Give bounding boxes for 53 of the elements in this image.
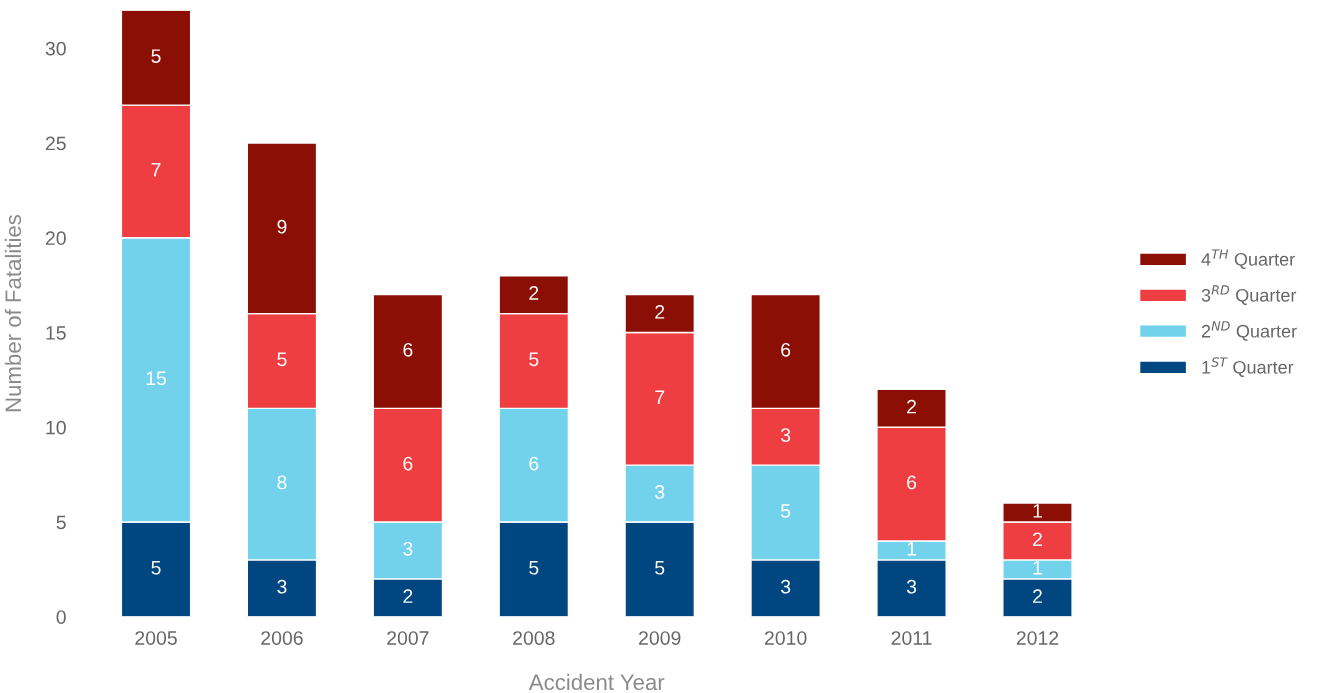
data-label: 2 [403,589,413,603]
data-label: 1 [1033,504,1042,518]
data-label: 2 [655,305,665,319]
data-label: 2 [907,399,916,414]
data-label: 5 [151,561,161,575]
data-label: 1 [1033,561,1042,575]
y-tick-label: 0 [56,610,66,625]
data-label: 6 [907,475,917,490]
data-label: 7 [655,390,665,404]
y-tick-label: 30 [45,41,66,56]
data-label: 3 [277,579,287,594]
x-tick-label: 2006 [261,631,303,645]
data-label: 5 [151,49,161,63]
data-label: 5 [529,561,539,575]
y-tick-label: 15 [46,326,66,340]
legend-label: 4$^{TH}$ Quarter [1201,249,1295,269]
data-label: 5 [655,561,665,575]
x-tick-label: 2005 [135,631,177,645]
legend-label: 2$^{ND}$ Quarter [1201,321,1297,341]
x-tick-label: 2008 [513,631,555,645]
data-label: 15 [146,371,167,386]
data-label: 6 [781,342,791,357]
data-label: 3 [655,485,665,499]
data-label: 5 [529,352,539,367]
data-label: 3 [906,579,917,594]
y-axis-title: Number of Fatalities [4,214,22,412]
data-label: 5 [781,504,791,518]
data-label: 7 [151,163,161,177]
data-label: 9 [277,219,287,234]
x-tick-label: 2012 [1016,631,1059,645]
x-tick-label: 2009 [639,631,681,645]
data-label: 3 [780,428,791,442]
data-label: 6 [403,342,413,357]
legend-label: 1$^{ST}$ Quarter [1202,357,1294,377]
x-axis-title: Accident Year [528,673,665,691]
x-tick-label: 2011 [891,631,932,645]
data-label: 6 [529,456,539,471]
data-label: 2 [1033,589,1042,603]
legend-label: 3$^{RD}$ Quarter [1201,285,1297,305]
x-tick-label: 2010 [764,631,807,645]
data-label: 6 [403,456,413,471]
y-tick-label: 5 [56,515,66,530]
y-tick-label: 25 [45,136,66,151]
data-label: 3 [780,579,791,594]
data-label: 3 [403,541,413,556]
data-label: 5 [277,352,287,367]
y-tick-label: 10 [46,420,66,435]
data-label: 2 [529,286,539,300]
data-label: 2 [1033,532,1042,546]
data-label: 8 [277,475,287,490]
y-tick-label: 20 [45,231,66,246]
x-tick-label: 2007 [387,631,429,645]
data-label: 1 [907,542,917,556]
